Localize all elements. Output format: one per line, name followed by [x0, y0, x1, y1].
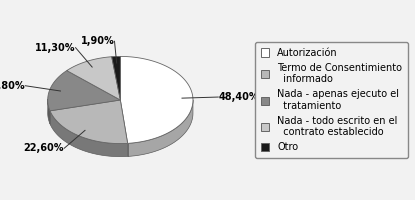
Text: 11,30%: 11,30% — [35, 43, 76, 53]
Polygon shape — [50, 111, 128, 157]
Polygon shape — [48, 99, 50, 124]
Legend: Autorización, Termo de Consentimiento
  informado, Nada - apenas ejecuto el
  tr: Autorización, Termo de Consentimiento in… — [255, 42, 408, 158]
Polygon shape — [48, 71, 120, 111]
Polygon shape — [50, 100, 128, 144]
Polygon shape — [112, 56, 120, 100]
Text: 1,90%: 1,90% — [81, 36, 115, 46]
Text: 22,60%: 22,60% — [24, 143, 64, 153]
Text: 48,40%: 48,40% — [218, 92, 259, 102]
Polygon shape — [48, 69, 193, 157]
Polygon shape — [120, 56, 193, 143]
Polygon shape — [128, 100, 193, 156]
Text: 15,80%: 15,80% — [0, 81, 25, 91]
Polygon shape — [67, 57, 120, 100]
